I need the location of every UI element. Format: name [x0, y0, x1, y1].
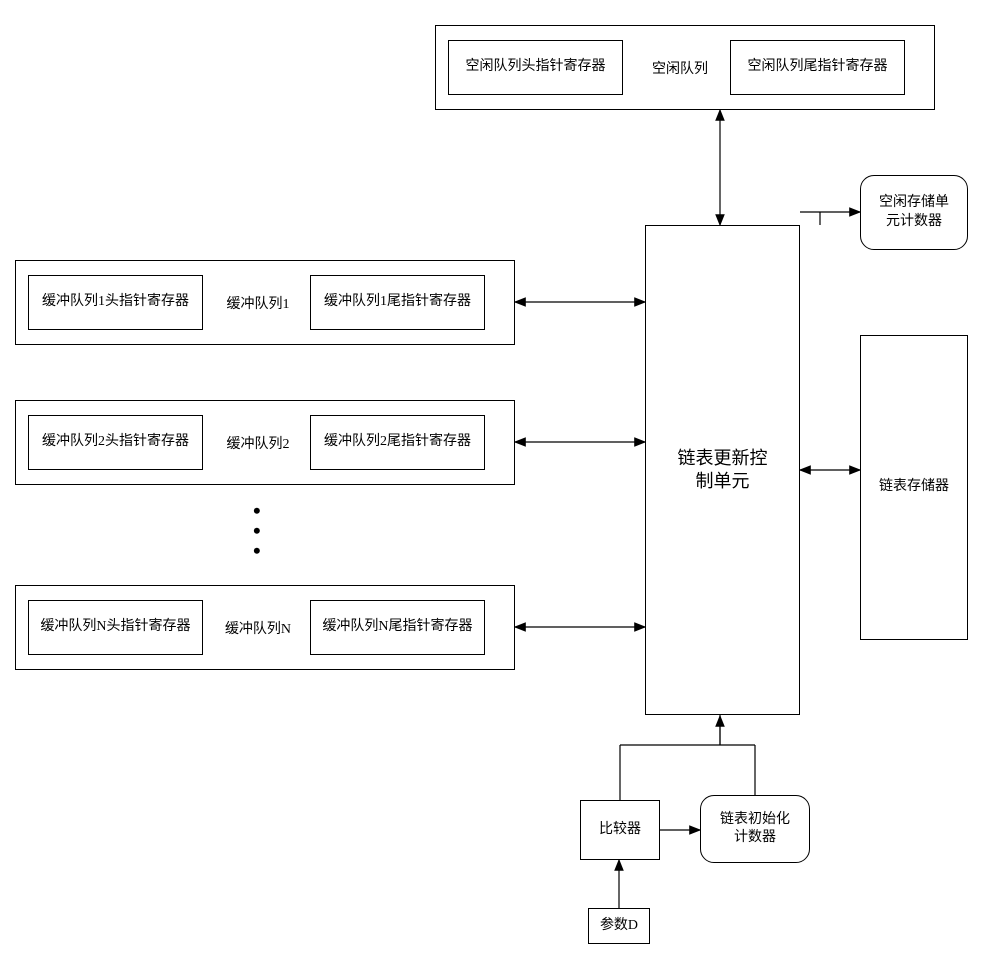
- buffer-queue-2-tail-register: 缓冲队列2尾指针寄存器: [310, 415, 485, 470]
- param-d-label: 参数D: [600, 917, 638, 935]
- linked-list-init-counter: 链表初始化 计数器: [700, 795, 810, 863]
- init-counter-label: 链表初始化 计数器: [720, 811, 790, 847]
- idle-queue-tail-register: 空闲队列尾指针寄存器: [730, 40, 905, 95]
- idle-queue-tail-label: 空闲队列尾指针寄存器: [748, 58, 888, 76]
- idle-queue-mid-label: 空闲队列: [640, 58, 720, 78]
- buffer-queue-n-mid-label: 缓冲队列N: [218, 618, 298, 638]
- idle-counter-label: 空闲存储单 元计数器: [879, 194, 949, 230]
- idle-storage-unit-counter: 空闲存储单 元计数器: [860, 175, 968, 250]
- linked-list-update-controller: 链表更新控 制单元: [645, 225, 800, 715]
- buffer-queue-2-tail-label: 缓冲队列2尾指针寄存器: [324, 433, 471, 451]
- ellipsis-icon: •: [253, 538, 261, 564]
- buffer-queue-n-tail-label: 缓冲队列N尾指针寄存器: [322, 618, 472, 636]
- buffer-queue-n-head-register: 缓冲队列N头指针寄存器: [28, 600, 203, 655]
- buffer-queue-2-head-register: 缓冲队列2头指针寄存器: [28, 415, 203, 470]
- parameter-d: 参数D: [588, 908, 650, 944]
- buffer-queue-2-head-label: 缓冲队列2头指针寄存器: [42, 433, 189, 451]
- buffer-queue-1-tail-register: 缓冲队列1尾指针寄存器: [310, 275, 485, 330]
- buffer-queue-n-tail-register: 缓冲队列N尾指针寄存器: [310, 600, 485, 655]
- comparator-label: 比较器: [599, 821, 641, 839]
- linked-list-storage: 链表存储器: [860, 335, 968, 640]
- buffer-queue-1-tail-label: 缓冲队列1尾指针寄存器: [324, 293, 471, 311]
- buffer-queue-1-head-label: 缓冲队列1头指针寄存器: [42, 293, 189, 311]
- buffer-queue-1-mid-label: 缓冲队列1: [218, 293, 298, 313]
- idle-queue-head-label: 空闲队列头指针寄存器: [466, 58, 606, 76]
- buffer-queue-1-head-register: 缓冲队列1头指针寄存器: [28, 275, 203, 330]
- controller-label: 链表更新控 制单元: [678, 447, 768, 494]
- comparator: 比较器: [580, 800, 660, 860]
- buffer-queue-2-mid-label: 缓冲队列2: [218, 433, 298, 453]
- buffer-queue-n-head-label: 缓冲队列N头指针寄存器: [40, 618, 190, 636]
- idle-queue-head-register: 空闲队列头指针寄存器: [448, 40, 623, 95]
- linked-store-label: 链表存储器: [879, 478, 949, 496]
